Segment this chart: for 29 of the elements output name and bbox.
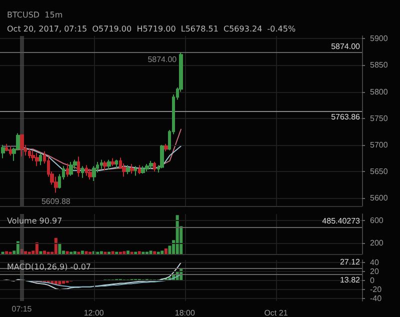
y-tick-label: 5700	[370, 140, 388, 150]
y-tick-label: 200	[370, 238, 384, 248]
y-tick-label: 600	[370, 216, 384, 226]
y-tick-label: 5850	[370, 60, 388, 70]
x-tick-label: Oct 21	[264, 308, 288, 317]
y-tick-label: 0	[370, 276, 375, 285]
ref-line-label: 5874.00	[331, 42, 361, 51]
ref-line-label: 485.40273	[322, 216, 361, 226]
y-tick-label: 5750	[370, 114, 388, 123]
y-tick-label: 5650	[370, 166, 388, 176]
ref-line-label: 07:15	[12, 304, 32, 314]
x-tick-label: 12:00	[84, 308, 104, 317]
chart-subtitle: BTCUSD 15m	[7, 10, 63, 20]
ref-line-label: 27.12	[340, 258, 361, 267]
y-tick-label: 5600	[370, 194, 388, 203]
annotation: 5874.00	[148, 54, 178, 64]
y-tick-label: 40	[370, 258, 380, 267]
y-tick-label: 20	[370, 266, 380, 276]
y-tick-label: -20	[370, 285, 382, 294]
x-tick-label: 18:00	[174, 308, 196, 317]
y-tick-label: 5800	[370, 87, 388, 96]
ref-line-label: 5763.86	[331, 112, 361, 122]
ref-line-label: 13.82	[340, 276, 361, 285]
chart-title: Oct 20, 2017, 07:15 O5719.00 H5719.00 L5678.51 C5693.24 -0.45%	[7, 24, 296, 34]
chart-title: MACD(10,26,9) -0.07	[7, 262, 91, 272]
y-tick-label: 5900	[370, 34, 388, 44]
chart-title: Volume 90.97	[7, 216, 62, 226]
y-tick-label: -40	[370, 294, 382, 304]
annotation: 5609.88	[41, 196, 71, 206]
